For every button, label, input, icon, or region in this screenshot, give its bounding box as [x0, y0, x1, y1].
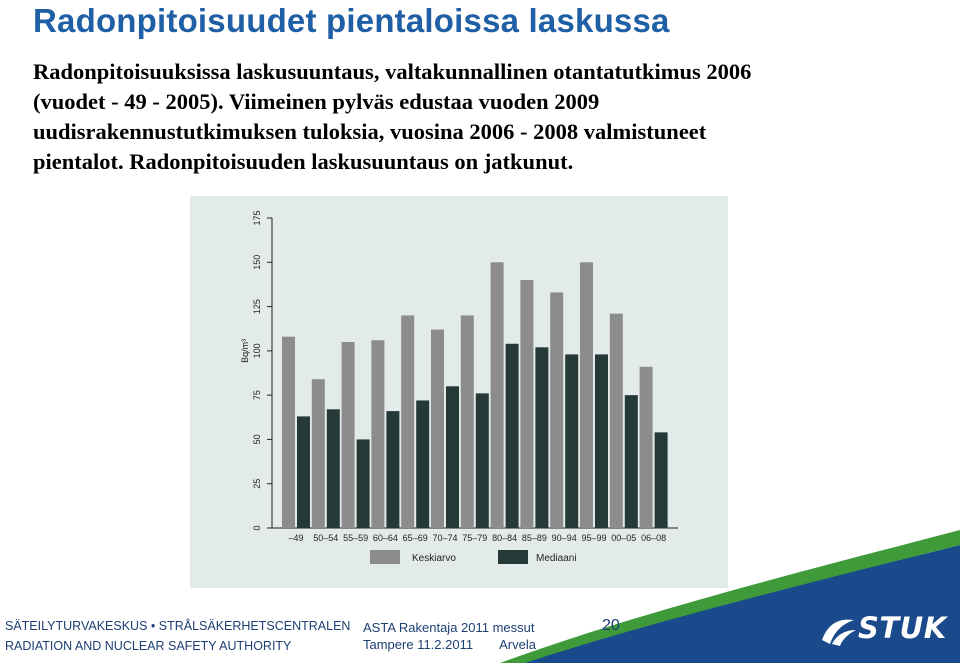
bar-keskiarvo: [580, 262, 593, 528]
x-tick-label: 80–84: [492, 533, 517, 543]
bar-keskiarvo: [639, 366, 653, 528]
bar-keskiarvo: [311, 379, 325, 528]
y-tick-label: 125: [252, 299, 262, 314]
chart-canvas: 0 25 50 75 100 125 150 175 Bq/m³ –49 50–54 55–59 60–…: [240, 210, 678, 564]
legend-label-keskiarvo: Keskiarvo: [412, 553, 456, 564]
y-tick-label: 75: [252, 390, 262, 400]
y-axis-title: Bq/m³: [240, 339, 250, 363]
x-tick-label: 90–94: [552, 533, 577, 543]
y-tick-label: 100: [252, 343, 262, 358]
bar-mediaani: [326, 409, 340, 528]
x-tick-label: 60–64: [373, 533, 398, 543]
footer-org-line: SÄTEILYTURVAKESKUS • STRÅLSÄKERHETSCENTR…: [5, 619, 351, 633]
bar-keskiarvo: [460, 315, 474, 528]
bar-mediaani: [446, 386, 459, 528]
x-tick-label: 50–54: [313, 533, 338, 543]
footer-event-author: Arvela: [499, 637, 536, 652]
bar-mediaani: [535, 347, 549, 528]
x-tick-label: 55–59: [343, 533, 368, 543]
footer-organization: SÄTEILYTURVAKESKUS • STRÅLSÄKERHETSCENTR…: [5, 616, 350, 656]
bar-mediaani: [565, 354, 579, 528]
x-tick-label: 00–05: [611, 533, 636, 543]
y-tick-label: 0: [252, 525, 262, 530]
y-tick-label: 175: [252, 210, 262, 225]
x-tick-label: 85–89: [522, 533, 547, 543]
bar-mediaani: [386, 411, 400, 528]
bar-mediaani: [624, 395, 638, 528]
bar-keskiarvo: [401, 315, 415, 528]
bar-keskiarvo: [520, 280, 534, 528]
bar-mediaani: [356, 439, 370, 528]
radon-bar-chart: 0 25 50 75 100 125 150 175 Bq/m³ –49 50–54 55–59 60–…: [190, 196, 728, 588]
x-tick-label: 70–74: [432, 533, 457, 543]
body-line: Radonpitoisuuksissa laskusuuntaus, valta…: [33, 59, 752, 84]
bar-mediaani: [654, 432, 668, 528]
bar-keskiarvo: [609, 313, 623, 528]
x-tick-label: 95–99: [581, 533, 606, 543]
x-tick-label: –49: [288, 533, 303, 543]
bar-mediaani: [475, 393, 489, 528]
x-tick-label: 75–79: [462, 533, 487, 543]
legend-swatch-mediaani: [498, 550, 528, 564]
slide-body-text: Radonpitoisuuksissa laskusuuntaus, valta…: [33, 57, 943, 177]
bar-mediaani: [297, 416, 310, 528]
bar-mediaani: [416, 400, 430, 528]
bar-mediaani: [595, 354, 608, 528]
stuk-wave-icon: [822, 619, 856, 646]
bar-keskiarvo: [490, 262, 504, 528]
legend-label-mediaani: Mediaani: [536, 553, 577, 564]
bar-mediaani: [505, 343, 519, 528]
x-tick-label: 06–08: [641, 533, 666, 543]
y-tick-label: 150: [252, 255, 262, 270]
footer-event-place-date: Tampere 11.2.2011: [363, 637, 474, 652]
bar-keskiarvo: [341, 342, 355, 528]
stuk-logo: STUK: [818, 610, 947, 650]
x-tick-label: 65–69: [403, 533, 428, 543]
bar-keskiarvo: [431, 329, 444, 528]
page-number: 20: [602, 617, 620, 634]
footer-event: ASTA Rakentaja 2011 messut Tampere 11.2.…: [363, 619, 536, 653]
footer-org-line: RADIATION AND NUCLEAR SAFETY AUTHORITY: [5, 639, 292, 653]
legend-swatch-keskiarvo: [370, 550, 400, 564]
body-line: uudisrakennustutkimuksen tuloksia, vuosi…: [33, 119, 707, 144]
slide-title: Radonpitoisuudet pientaloissa laskussa: [33, 2, 670, 39]
bar-keskiarvo: [282, 336, 295, 528]
bar-keskiarvo: [550, 292, 564, 528]
bar-keskiarvo: [371, 340, 385, 528]
body-line: (vuodet - 49 - 2005). Viimeinen pylväs e…: [33, 89, 600, 114]
y-tick-label: 50: [252, 434, 262, 444]
footer-event-title: ASTA Rakentaja 2011 messut: [363, 620, 535, 635]
y-tick-label: 25: [252, 479, 262, 489]
body-line: pientalot. Radonpitoisuuden laskusuuntau…: [33, 149, 574, 174]
stuk-logo-text: STUK: [858, 611, 947, 645]
